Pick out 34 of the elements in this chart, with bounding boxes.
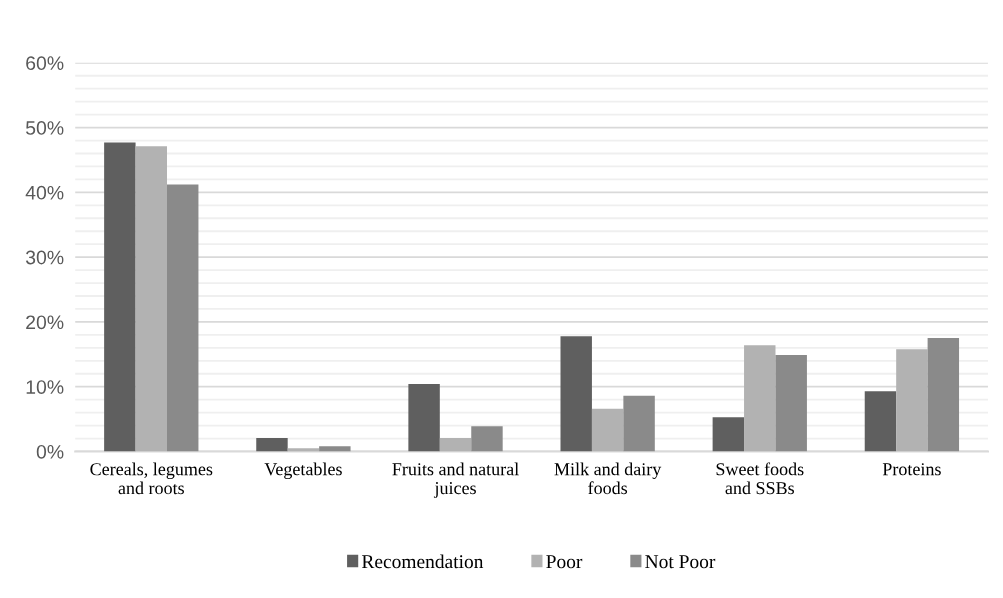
x-tick-label: Fruits and natural juices xyxy=(392,462,519,498)
x-tick-label: Milk and dairy foods xyxy=(554,462,662,495)
x-tick-label: Cereals, legumes and roots xyxy=(90,462,213,495)
bar xyxy=(471,426,503,452)
bar xyxy=(167,184,199,452)
bar xyxy=(560,336,592,452)
bar xyxy=(744,345,776,452)
y-tick-label: 40% xyxy=(25,185,64,200)
bar xyxy=(712,417,745,452)
legend-label: Recomendation xyxy=(361,554,484,569)
y-tick-label: 50% xyxy=(25,121,64,135)
y-tick-label: 10% xyxy=(26,380,64,394)
bar xyxy=(104,142,136,452)
y-tick-label: 20% xyxy=(26,315,64,330)
bar xyxy=(775,354,807,452)
y-tick-label: 0% xyxy=(36,444,64,459)
legend-label: Poor xyxy=(546,555,583,569)
x-tick-label: Sweet foods and SSBs xyxy=(716,462,804,495)
y-tick-label: 30% xyxy=(25,250,64,265)
bar xyxy=(256,437,288,452)
bar xyxy=(591,408,624,452)
bar xyxy=(319,446,351,452)
y-tick-label: 60% xyxy=(26,56,64,71)
x-tick-label: Vegetables xyxy=(264,462,342,480)
x-tick-label: Proteins xyxy=(882,463,941,476)
bar xyxy=(408,384,440,452)
bar xyxy=(439,437,472,452)
bar xyxy=(896,349,928,452)
bar xyxy=(287,448,320,452)
bar xyxy=(927,338,960,452)
bar xyxy=(864,391,897,452)
bar xyxy=(623,395,655,452)
bar xyxy=(135,146,168,452)
legend-label: Not Poor xyxy=(645,555,716,569)
